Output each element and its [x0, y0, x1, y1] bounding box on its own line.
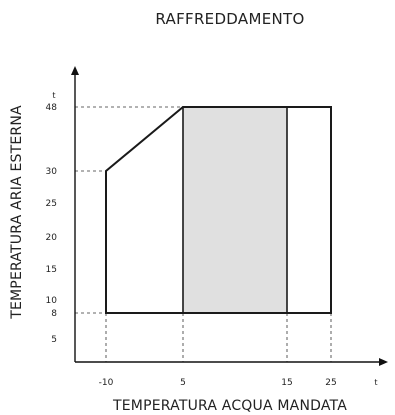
y-axis-unit: t — [52, 91, 55, 100]
axes-group — [71, 66, 388, 366]
shaded-region — [182, 106, 288, 314]
y-tick-label-8: 8 — [51, 309, 57, 319]
envelope-group — [105, 106, 332, 314]
y-tick-labels: 5 8 10 15 20 25 30 48 — [46, 103, 58, 345]
y-axis-title: TEMPERATURA ARIA ESTERNA — [9, 105, 25, 320]
x-axis-title: TEMPERATURA ACQUA MANDATA — [112, 398, 347, 414]
x-axis-arrow — [379, 358, 388, 366]
y-tick-label-30: 30 — [46, 167, 58, 177]
x-tick-label-15: 15 — [281, 378, 292, 388]
y-tick-label-15: 15 — [46, 265, 57, 275]
y-tick-label-48: 48 — [46, 103, 58, 113]
x-tick-labels: -10 5 15 25 — [99, 378, 337, 388]
x-tick-label-5: 5 — [180, 378, 186, 388]
x-tick-label-25: 25 — [325, 378, 336, 388]
dashed-guide-lines — [75, 106, 332, 362]
y-tick-label-10: 10 — [46, 296, 58, 306]
operating-envelope — [105, 106, 332, 314]
y-axis-arrow — [71, 66, 79, 75]
x-tick-label--10: -10 — [99, 378, 114, 388]
shaded-region-group — [182, 106, 288, 314]
x-axis-unit: t — [374, 378, 377, 387]
chart-title: RAFFREDDAMENTO — [155, 10, 304, 28]
y-tick-label-25: 25 — [46, 199, 57, 209]
y-tick-label-20: 20 — [46, 233, 58, 243]
y-tick-label-5: 5 — [51, 335, 57, 345]
